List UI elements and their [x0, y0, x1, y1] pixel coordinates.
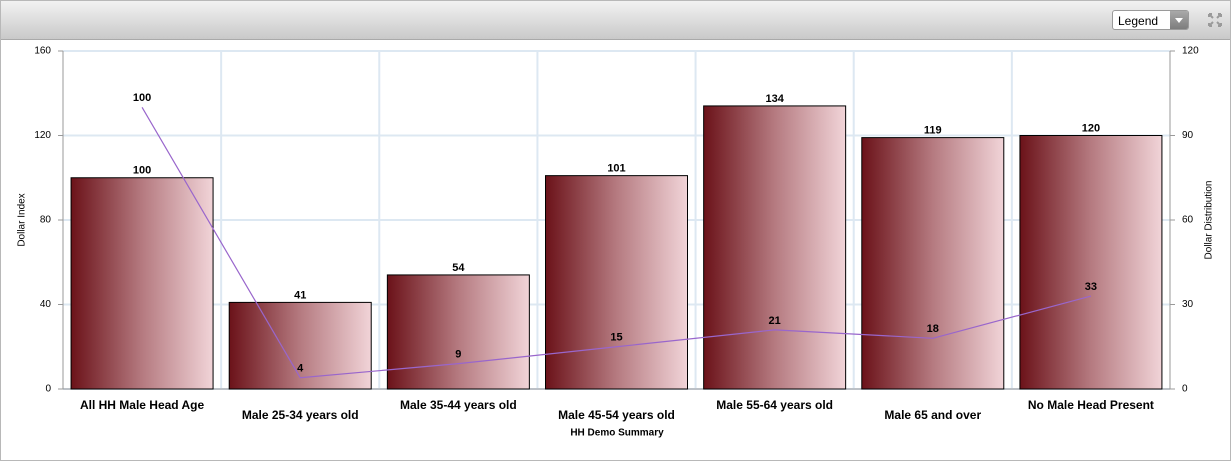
x-tick-label: All HH Male Head Age: [80, 398, 205, 412]
bar: [1019, 135, 1163, 390]
bar: [545, 175, 688, 390]
line: [141, 107, 1092, 379]
bar: [703, 105, 847, 390]
line-value-label: 100: [133, 92, 151, 104]
bar-value-label: 119: [924, 125, 942, 137]
y2-tick-label: 90: [1182, 130, 1194, 141]
x-tick-label: No Male Head Present: [1028, 398, 1154, 412]
bar-value-label: 101: [607, 163, 625, 175]
line-value-label: 15: [610, 332, 622, 344]
toolbar: Legend: [1, 1, 1230, 40]
bar-value-label: 100: [133, 165, 151, 177]
y-tick-label: 80: [40, 215, 52, 226]
y-tick-label: 120: [34, 130, 51, 141]
bar-value-label: 54: [452, 262, 465, 274]
bar-value-label: 120: [1082, 122, 1100, 134]
bar-value-label: 41: [294, 289, 306, 301]
line-value-label: 33: [1085, 281, 1097, 293]
y-axis-title: Dollar Index: [17, 193, 28, 246]
y2-tick-label: 60: [1182, 215, 1194, 226]
bar: [386, 274, 530, 390]
bar: [861, 137, 1005, 390]
x-tick-label: Male 55-64 years old: [716, 398, 833, 412]
bar: [228, 301, 372, 390]
line-value-label: 4: [297, 363, 304, 375]
y-tick-label: 160: [34, 46, 51, 57]
x-tick-label: Male 65 and over: [884, 408, 981, 422]
legend-dropdown-label: Legend: [1118, 14, 1159, 28]
y-tick-label: 40: [40, 299, 52, 310]
x-tick-label: Male 35-44 years old: [400, 398, 517, 412]
line-value-label: 21: [769, 315, 781, 327]
expand-icon[interactable]: [1208, 13, 1222, 27]
x-tick-label: Male 25-34 years old: [242, 408, 359, 422]
legend-dropdown[interactable]: Legend: [1112, 10, 1189, 30]
line-value-label: 18: [927, 323, 939, 335]
bar-value-label: 134: [765, 93, 784, 105]
x-axis-title: HH Demo Summary: [570, 428, 664, 439]
line-value-label: 9: [455, 349, 461, 361]
y2-tick-label: 120: [1182, 46, 1199, 57]
x-tick-label: Male 45-54 years old: [558, 408, 675, 422]
y2-tick-label: 0: [1182, 384, 1188, 395]
y-tick-label: 0: [45, 384, 51, 395]
bar: [70, 177, 214, 390]
y2-axis-title: Dollar Distribution: [1204, 181, 1215, 260]
y2-tick-label: 30: [1182, 299, 1194, 310]
